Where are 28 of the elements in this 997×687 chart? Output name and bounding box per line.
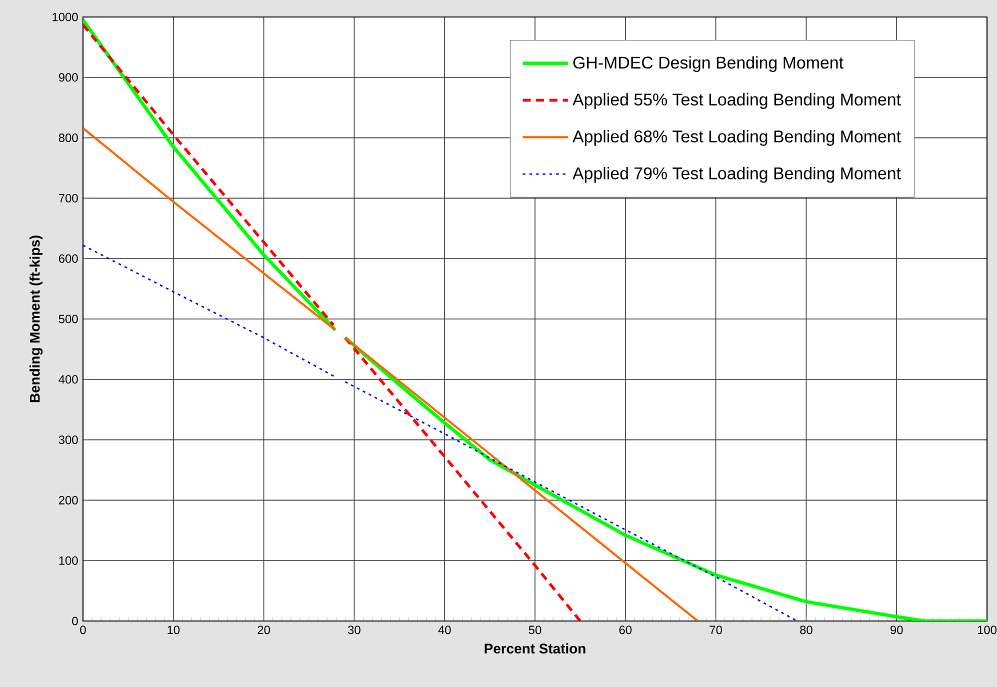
y-tick-label: 100: [59, 556, 78, 565]
y-tick-label: 200: [58, 496, 78, 504]
x-tick-label: 0: [80, 626, 86, 634]
x-tick-label: 70: [710, 626, 722, 634]
y-tick-label: 800: [58, 134, 78, 142]
y-axis-title: Bending Moment (ft-kips): [30, 236, 43, 402]
x-tick-label: 20: [258, 626, 270, 634]
x-axis-title: Percent Station: [484, 643, 586, 654]
y-tick-label: 500: [58, 314, 78, 324]
legend-label: GH-MDEC Design Bending Moment: [573, 56, 844, 72]
x-tick-label: 10: [168, 626, 180, 634]
x-tick-label: 80: [800, 626, 812, 634]
y-tick-label: 300: [58, 436, 78, 444]
y-tick-label: 400: [58, 375, 78, 384]
legend-label: Applied 55% Test Loading Bending Moment: [572, 93, 901, 109]
y-tick-label: 0: [72, 616, 78, 626]
x-tick-label: 40: [438, 626, 451, 634]
x-tick-label: 60: [619, 626, 632, 634]
legend-label: Applied 79% Test Loading Bending Moment: [572, 166, 901, 183]
x-tick-label: 90: [890, 626, 903, 634]
y-tick-label: 1000: [52, 12, 78, 22]
x-tick-label: 100: [978, 626, 997, 634]
y-tick-label: 900: [58, 73, 78, 82]
y-tick-label: 600: [58, 254, 78, 263]
x-tick-label: 30: [348, 626, 360, 634]
legend-label: Applied 68% Test Loading Bending Moment: [572, 130, 901, 146]
y-tick-label: 700: [58, 194, 78, 202]
x-tick-label: 50: [528, 626, 542, 634]
